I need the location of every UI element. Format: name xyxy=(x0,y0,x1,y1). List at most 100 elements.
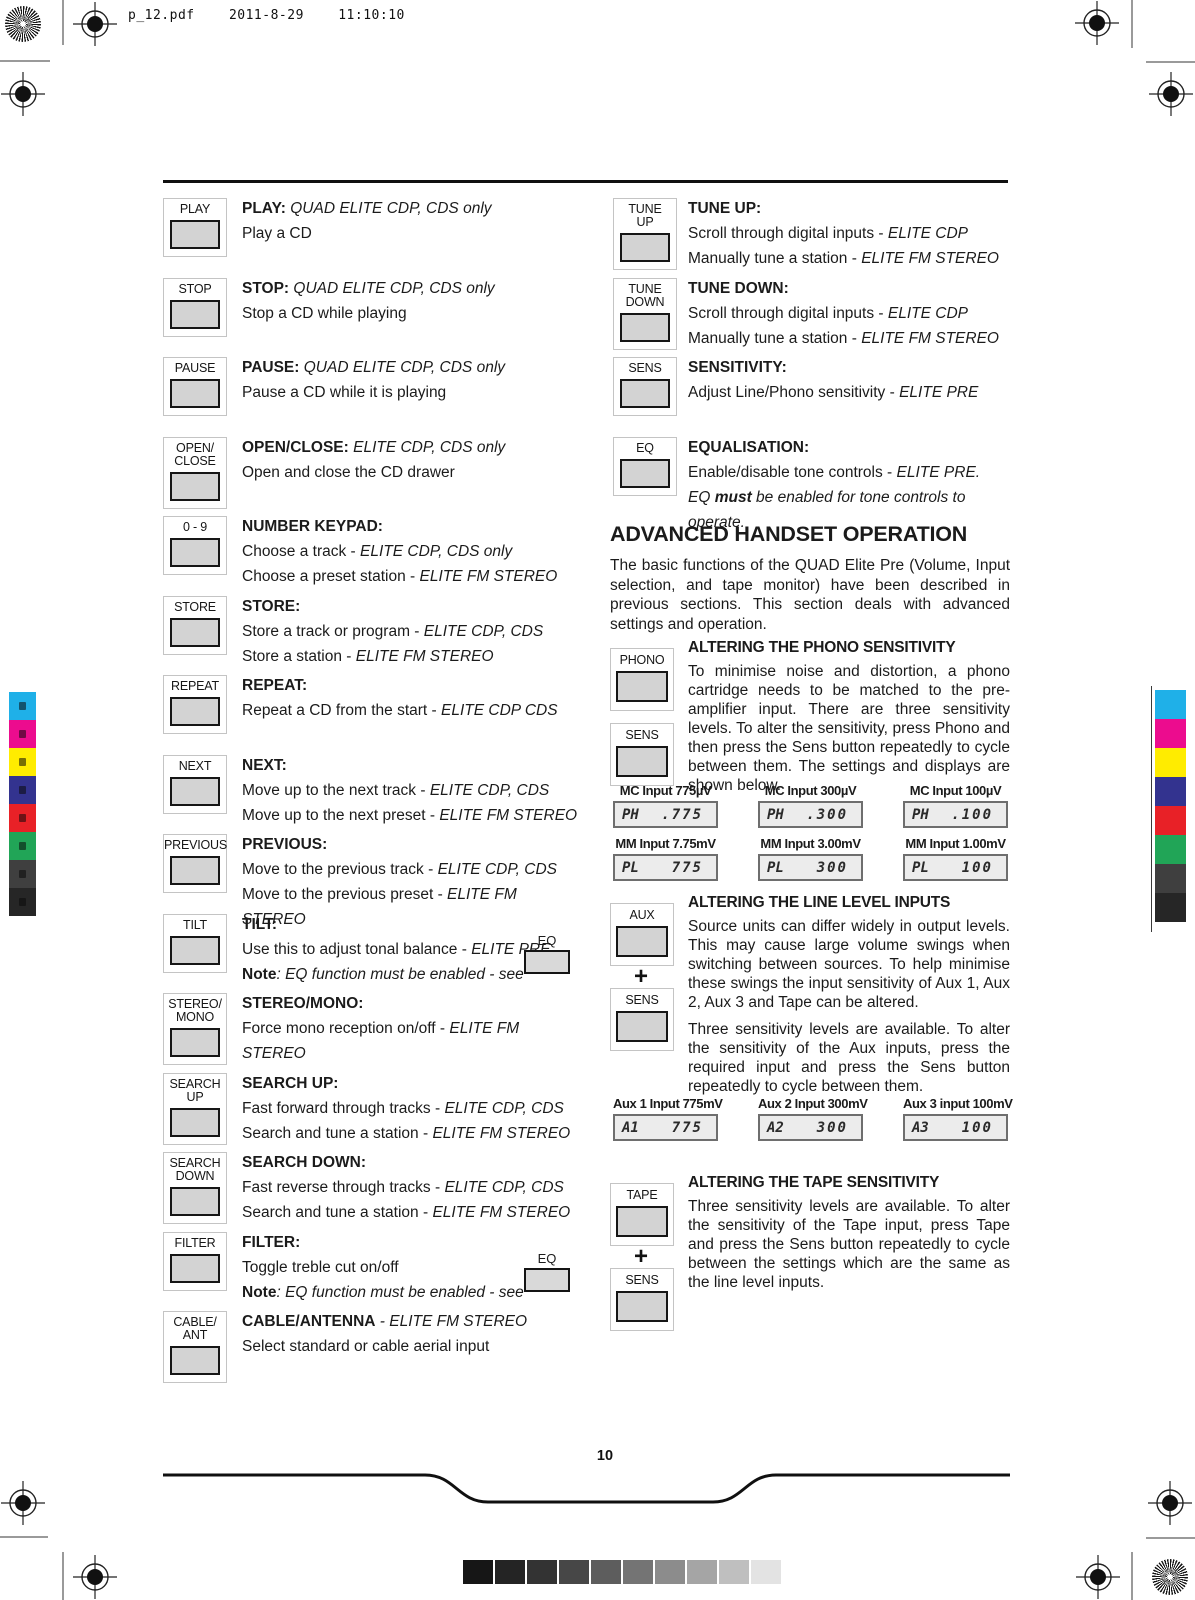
item-description-line: Scroll through digital inputs - ELITE CD… xyxy=(688,221,1018,246)
color-swatch xyxy=(1155,719,1186,748)
tape-section-body: Three sensitivity levels are available. … xyxy=(688,1198,1010,1291)
item-heading: TUNE DOWN: xyxy=(688,276,1018,301)
crop-line xyxy=(62,0,64,45)
item-lines: Fast reverse through tracks - ELITE CDP,… xyxy=(242,1175,578,1225)
display-box: PH .100 xyxy=(903,801,1008,828)
remote-button-stop-box: STOP xyxy=(163,277,227,337)
item-heading: PLAY: QUAD ELITE CDP, CDS only xyxy=(242,196,578,221)
text-segment: be enabled for tone controls to operate. xyxy=(688,488,966,531)
display-value: .100 xyxy=(951,806,993,823)
text-segment: PREVIOUS: xyxy=(242,836,328,853)
line-level-section-text: ALTERING THE LINE LEVEL INPUTS Source un… xyxy=(688,893,1010,1096)
remote-button-label-line: CABLE/ xyxy=(173,1315,217,1329)
text-segment: ELITE FM STEREO xyxy=(242,1020,520,1062)
item-description-line: Repeat a CD from the start - ELITE CDP C… xyxy=(242,698,578,723)
manual-item: OPEN/CLOSE OPEN/CLOSE: ELITE CDP, CDS on… xyxy=(163,435,578,517)
text-segment: Force mono reception on/off - xyxy=(242,1020,450,1037)
remote-button-label-line: UP xyxy=(636,215,654,229)
item-description-line: Force mono reception on/off - ELITE FM S… xyxy=(242,1016,578,1066)
text-segment: EQUALISATION: xyxy=(688,438,810,456)
remote-button-label: SEARCH UP xyxy=(164,1077,226,1104)
grayscale-swatch xyxy=(591,1560,621,1584)
item-description-line: Move up to the next track - ELITE CDP, C… xyxy=(242,778,578,803)
text-segment: Manually tune a station - xyxy=(688,250,862,267)
remote-button-label-line: STORE xyxy=(174,599,216,614)
item-heading: FILTER: xyxy=(242,1230,578,1255)
item-heading: OPEN/CLOSE: ELITE CDP, CDS only xyxy=(242,435,578,460)
item-text: REPEAT: Repeat a CD from the start - ELI… xyxy=(242,673,578,723)
text-segment: Move up to the next preset - xyxy=(242,806,440,824)
item-lines: Play a CD xyxy=(242,221,578,246)
display-cell: MM Input 3.00mV PL 300 xyxy=(758,836,863,881)
remote-button-sens-box: SENS xyxy=(610,723,674,786)
text-segment: Choose a preset station - xyxy=(242,568,420,585)
aux-display-grid: Aux 1 Input 775mV A1 775 Aux 2 Input 300… xyxy=(613,1096,1013,1141)
remote-button-filter-box: FILTER xyxy=(163,1231,227,1291)
text-segment: ELITE CDP xyxy=(887,225,968,242)
text-segment: STORE: xyxy=(242,597,301,615)
remote-button-label-line: PLAY xyxy=(179,202,211,216)
color-swatch xyxy=(1155,806,1186,835)
item-heading: CABLE/ANTENNA - ELITE FM STEREO xyxy=(242,1309,578,1334)
manual-item: TUNE UP TUNE UP: Scroll through digital i… xyxy=(613,198,1013,278)
item-lines: Toggle treble cut on/off Note: EQ functio… xyxy=(242,1255,578,1305)
grayscale-swatch xyxy=(559,1560,589,1584)
text-segment: Search and tune a station - xyxy=(242,1204,433,1221)
text-segment: STEREO/MONO: xyxy=(242,995,364,1012)
item-text: FILTER: Toggle treble cut on/off Note: EQ… xyxy=(242,1230,578,1305)
display-cell: MC Input 300µV PH .300 xyxy=(758,783,863,828)
item-description-line: Choose a track - ELITE CDP, CDS only xyxy=(242,539,578,564)
text-segment: Choose a track - xyxy=(242,543,361,560)
text-segment: - ELITE FM STEREO xyxy=(375,1313,528,1330)
display-name: A1 xyxy=(622,1119,639,1136)
phono-section-body: To minimise noise and distortion, a phon… xyxy=(688,663,1010,794)
inline-eq-key xyxy=(524,1267,570,1292)
remote-button-sens-box: SENS xyxy=(613,357,677,416)
item-heading: REPEAT: xyxy=(242,673,578,698)
crop-line xyxy=(1151,686,1152,932)
registration-mark-icon xyxy=(73,1555,117,1599)
display-box: PL 100 xyxy=(903,854,1008,881)
remote-button-label: TUNE UP xyxy=(614,203,676,229)
item-text: NUMBER KEYPAD: Choose a track - ELITE CD… xyxy=(242,514,578,589)
text-segment: ELITE CDP, CDS xyxy=(437,861,558,878)
manual-item: 0 - 9 NUMBER KEYPAD: Choose a track - EL… xyxy=(163,516,575,596)
text-segment: ELITE FM STEREO xyxy=(355,647,494,665)
remote-button-key xyxy=(620,379,670,408)
text-segment: ELITE FM STEREO xyxy=(861,329,999,347)
text-segment: Play a CD xyxy=(242,225,312,242)
scan-header: p_12.pdf 2011-8-29 11:10:10 xyxy=(128,8,431,23)
remote-button-open-close-box: OPEN/CLOSE xyxy=(163,436,227,509)
item-description-line: Stop a CD while playing xyxy=(242,301,578,326)
footer-rule xyxy=(163,1473,1010,1504)
remote-button-key xyxy=(170,935,220,965)
display-label: Aux 3 input 100mV xyxy=(903,1096,1013,1111)
remote-button-key xyxy=(616,671,668,702)
item-heading: SEARCH DOWN: xyxy=(242,1150,578,1175)
text-segment: Open and close the CD drawer xyxy=(242,463,455,481)
text-segment: SENSITIVITY: xyxy=(688,359,787,376)
remote-button-cable-ant-box: CABLE/ANT xyxy=(163,1311,227,1383)
text-segment: EQ xyxy=(688,488,715,506)
display-row: MC Input 775µV PH .775 MC Input 300µV PH… xyxy=(613,783,1013,828)
remote-button-key xyxy=(170,220,220,249)
item-description-line: Fast reverse through tracks - ELITE CDP,… xyxy=(242,1175,578,1200)
display-value: 300 xyxy=(816,859,848,876)
item-description-line: Scroll through digital inputs - ELITE CD… xyxy=(688,301,1018,326)
color-swatch xyxy=(9,692,36,720)
registration-mark-icon xyxy=(1076,1555,1120,1599)
text-segment: Fast reverse through tracks - xyxy=(242,1179,445,1196)
remote-button-key xyxy=(616,746,668,777)
item-description-line: Store a track or program - ELITE CDP, CD… xyxy=(242,619,578,644)
text-segment: Adjust Line/Phono sensitivity - xyxy=(688,384,900,401)
remote-button-store-box: STORE xyxy=(163,595,227,655)
remote-button-key xyxy=(170,1187,220,1216)
remote-button-label-line: REPEAT xyxy=(171,679,219,693)
line-level-section-body1: Source units can differ widely in output… xyxy=(688,918,1010,1011)
item-text: PAUSE: QUAD ELITE CDP, CDS only Pause a … xyxy=(242,355,578,405)
item-lines: Stop a CD while playing xyxy=(242,301,578,326)
button-reference-right-column: TUNE UP TUNE UP: Scroll through digital i… xyxy=(613,198,1013,531)
remote-button-label-line: SENS xyxy=(628,361,662,375)
remote-button-aux-box: AUX xyxy=(610,903,674,966)
line-level-section-heading: ALTERING THE LINE LEVEL INPUTS xyxy=(688,894,951,911)
